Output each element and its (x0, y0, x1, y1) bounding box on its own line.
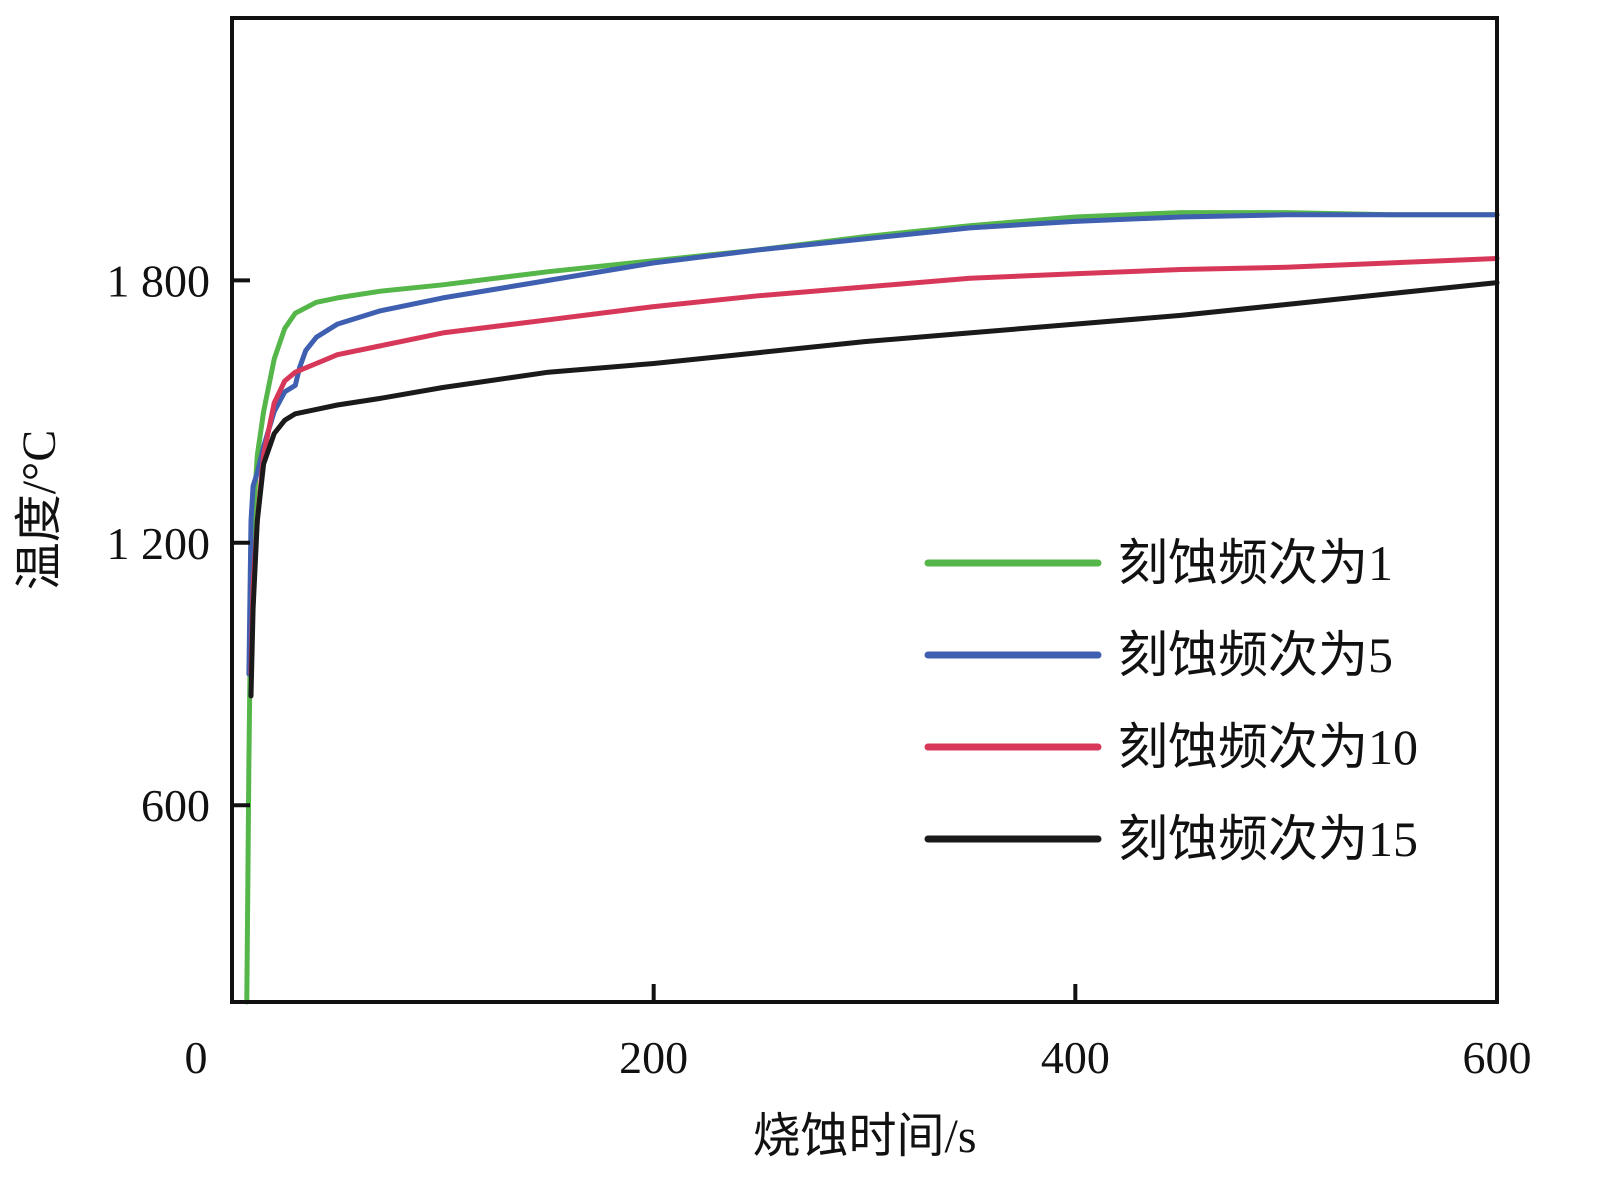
legend-label: 刻蚀频次为15 (1118, 811, 1418, 867)
y-tick-label: 600 (141, 780, 210, 831)
series-lines (244, 210, 1500, 1005)
y-tick-label: 1 800 (107, 255, 211, 306)
x-tick-label: 400 (1041, 1032, 1110, 1083)
y-tick-label: 1 200 (107, 518, 211, 569)
x-axis-title: 烧蚀时间/s (752, 1110, 976, 1163)
x-axis: 0 200 400 600 (185, 984, 1532, 1083)
legend-label: 刻蚀频次为1 (1118, 535, 1393, 591)
legend-label: 刻蚀频次为10 (1118, 719, 1418, 775)
x-tick-label: 600 (1463, 1032, 1532, 1083)
series-line-4 (248, 280, 1500, 699)
series-line-3 (248, 256, 1500, 677)
y-axis-title: 温度/°C (13, 430, 66, 591)
legend-label: 刻蚀频次为5 (1118, 627, 1393, 683)
x-tick-label: 200 (619, 1032, 688, 1083)
y-axis: 600 1 200 1 800 (107, 255, 250, 831)
series-line-1 (244, 210, 1500, 1005)
x-tick-label: 0 (185, 1032, 208, 1083)
plot-frame (230, 16, 1499, 1004)
legend: 刻蚀频次为1 刻蚀频次为5 刻蚀频次为10 刻蚀频次为15 (924, 535, 1418, 867)
